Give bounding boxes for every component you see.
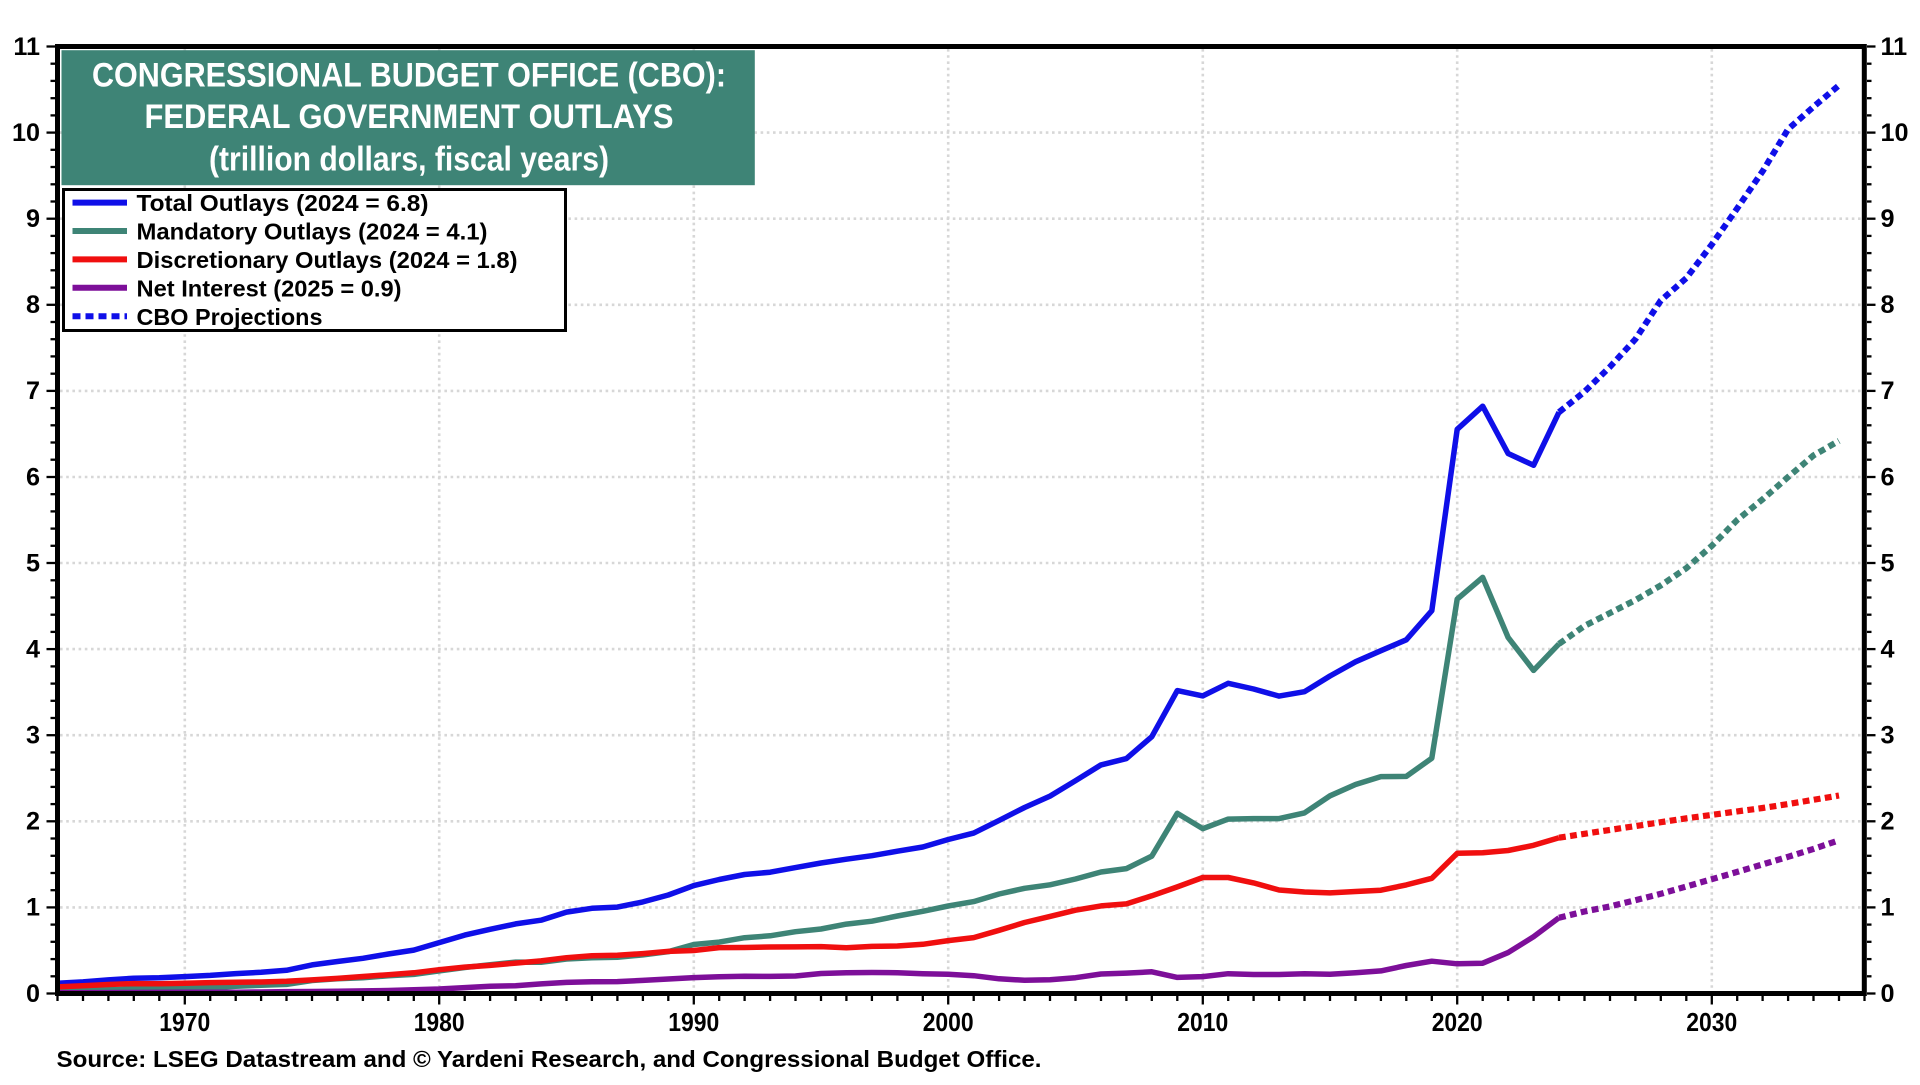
- svg-text:11: 11: [13, 33, 40, 61]
- svg-text:4: 4: [26, 635, 40, 663]
- svg-text:5: 5: [26, 549, 40, 577]
- svg-text:2: 2: [26, 808, 40, 836]
- svg-text:2: 2: [1881, 808, 1895, 836]
- svg-text:CONGRESSIONAL BUDGET OFFICE (C: CONGRESSIONAL BUDGET OFFICE (CBO):: [92, 57, 726, 95]
- svg-text:2000: 2000: [923, 1009, 974, 1037]
- svg-text:2010: 2010: [1177, 1009, 1228, 1037]
- svg-text:11: 11: [1881, 33, 1908, 61]
- svg-text:2020: 2020: [1432, 1009, 1483, 1037]
- svg-text:6: 6: [1881, 463, 1895, 491]
- svg-text:(trillion dollars, fiscal year: (trillion dollars, fiscal years): [209, 141, 609, 179]
- svg-text:FEDERAL GOVERNMENT OUTLAYS: FEDERAL GOVERNMENT OUTLAYS: [145, 98, 674, 136]
- svg-text:1970: 1970: [159, 1009, 210, 1037]
- svg-text:0: 0: [26, 980, 40, 1008]
- svg-text:9: 9: [1881, 205, 1895, 233]
- svg-text:Total Outlays (2024 = 6.8): Total Outlays (2024 = 6.8): [137, 190, 429, 216]
- svg-text:7: 7: [1881, 377, 1895, 405]
- svg-text:1: 1: [1881, 894, 1895, 922]
- svg-text:0: 0: [1881, 980, 1895, 1008]
- svg-text:1980: 1980: [414, 1009, 465, 1037]
- svg-text:4: 4: [1881, 635, 1895, 663]
- svg-text:1990: 1990: [668, 1009, 719, 1037]
- svg-text:9: 9: [26, 205, 40, 233]
- svg-text:3: 3: [26, 722, 40, 750]
- svg-text:3: 3: [1881, 722, 1895, 750]
- svg-text:10: 10: [1881, 119, 1909, 147]
- svg-text:Discretionary Outlays (2024 =: Discretionary Outlays (2024 = 1.8): [137, 247, 518, 273]
- svg-text:Source: LSEG Datastream and ©: Source: LSEG Datastream and © Yardeni Re…: [57, 1046, 1042, 1072]
- svg-text:8: 8: [26, 291, 40, 319]
- svg-text:10: 10: [12, 119, 40, 147]
- svg-text:8: 8: [1881, 291, 1895, 319]
- svg-text:6: 6: [26, 463, 40, 491]
- svg-text:1: 1: [26, 894, 40, 922]
- svg-text:2030: 2030: [1686, 1009, 1737, 1037]
- svg-text:Net Interest (2025 = 0.9): Net Interest (2025 = 0.9): [137, 275, 402, 301]
- svg-text:5: 5: [1881, 549, 1895, 577]
- svg-text:Mandatory Outlays (2024 = 4.1): Mandatory Outlays (2024 = 4.1): [137, 219, 488, 245]
- svg-text:7: 7: [26, 377, 40, 405]
- svg-text:CBO Projections: CBO Projections: [137, 304, 323, 330]
